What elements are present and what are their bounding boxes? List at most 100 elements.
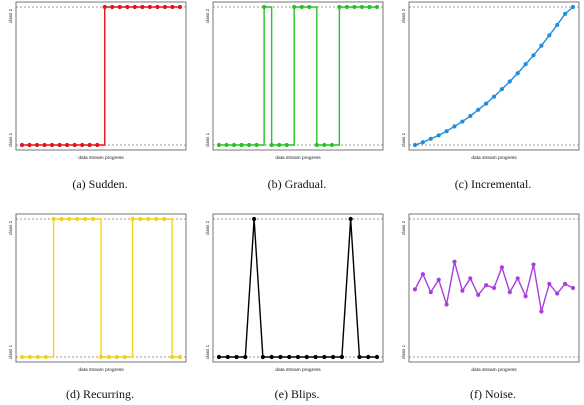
chart-recurring-point-1 xyxy=(27,354,32,360)
chart-noise-point-2 xyxy=(428,290,433,295)
chart-blips-point-9 xyxy=(295,354,301,360)
chart-blips-point-3 xyxy=(243,354,248,360)
caption-sudden: (a) Sudden. xyxy=(72,177,128,191)
chart-blips-point-5 xyxy=(260,354,265,360)
chart-blips-point-17 xyxy=(366,354,371,360)
chart-incremental-point-17 xyxy=(547,33,552,38)
chart-noise-point-6 xyxy=(460,288,465,293)
caption-blips: (e) Blips. xyxy=(274,387,320,401)
chart-sudden-point-13 xyxy=(117,4,122,10)
chart-gradual-point-15 xyxy=(329,142,334,148)
chart-noise-point-18 xyxy=(555,291,560,296)
chart-gradual-point-10 xyxy=(292,4,297,10)
panel-gradual: class 1 class 2 data stream progress (b) G… xyxy=(197,0,397,195)
chart-gradual-point-16 xyxy=(337,4,342,10)
chart-noise-frame xyxy=(408,213,580,363)
chart-incremental-point-1 xyxy=(420,140,425,145)
chart-gradual-point-7 xyxy=(269,142,274,148)
chart-gradual-point-4 xyxy=(246,142,252,148)
caption-gradual: (b) Gradual. xyxy=(267,177,327,191)
chart-incremental-point-5 xyxy=(452,124,457,129)
chart-incremental-frame xyxy=(408,1,580,151)
chart-incremental-xlabel: data stream progress xyxy=(471,155,517,161)
chart-blips-point-0 xyxy=(216,354,222,360)
chart-incremental-point-11 xyxy=(499,87,504,92)
chart-recurring-point-9 xyxy=(91,216,96,222)
chart-recurring-point-10 xyxy=(98,354,104,360)
chart-sudden-point-10 xyxy=(95,142,100,148)
chart-gradual-point-17 xyxy=(344,4,350,10)
chart-incremental-point-9 xyxy=(484,101,489,106)
chart-blips-frame xyxy=(212,213,384,363)
chart-incremental-point-13 xyxy=(515,71,520,76)
chart-noise: class 1 class 2 data stream progress xyxy=(401,213,580,373)
chart-gradual-point-9 xyxy=(284,142,289,148)
chart-gradual-point-14 xyxy=(322,142,327,148)
chart-sudden-point-11 xyxy=(102,4,107,10)
chart-noise-point-8 xyxy=(476,292,481,297)
chart-noise-point-0 xyxy=(412,287,418,292)
chart-gradual-point-13 xyxy=(314,142,319,148)
chart-blips-point-16 xyxy=(357,354,362,360)
caption-incremental: (c) Incremental. xyxy=(454,177,532,191)
chart-gradual-point-5 xyxy=(254,142,259,148)
chart-sudden-point-4 xyxy=(49,142,55,148)
chart-recurring-point-2 xyxy=(35,354,40,360)
chart-incremental-ylabel-class1: class 1 xyxy=(401,132,406,147)
chart-recurring-point-0 xyxy=(19,354,25,360)
chart-recurring-point-12 xyxy=(114,354,119,360)
chart-noise-point-9 xyxy=(484,283,489,288)
chart-sudden-xlabel: data stream progress xyxy=(78,155,124,161)
chart-gradual-point-3 xyxy=(239,142,244,148)
panel-sudden: class 1 class 2 data stream progress (a) S… xyxy=(0,0,200,195)
chart-noise-point-20 xyxy=(570,285,576,291)
chart-gradual-point-2 xyxy=(231,142,237,148)
chart-recurring-point-4 xyxy=(51,216,56,222)
chart-sudden-point-20 xyxy=(170,4,175,10)
chart-gradual-ylabel-class1: class 1 xyxy=(205,132,210,147)
chart-sudden-point-9 xyxy=(87,142,92,148)
chart-noise-point-13 xyxy=(515,276,520,281)
chart-recurring-ylabel-class1: class 1 xyxy=(8,344,13,359)
chart-noise-ylabel-class2: class 2 xyxy=(401,220,406,235)
chart-recurring-point-20 xyxy=(177,354,183,360)
chart-incremental-point-3 xyxy=(436,133,441,138)
chart-recurring-point-11 xyxy=(106,354,111,360)
chart-recurring-point-17 xyxy=(154,216,159,222)
chart-sudden-point-18 xyxy=(155,4,160,10)
chart-noise-point-7 xyxy=(468,276,473,281)
chart-incremental-point-14 xyxy=(523,62,528,67)
chart-blips-point-2 xyxy=(234,354,239,360)
chart-incremental-point-19 xyxy=(563,11,568,16)
chart-noise-point-3 xyxy=(436,277,441,282)
chart-recurring-point-13 xyxy=(122,354,127,360)
chart-recurring-xlabel: data stream progress xyxy=(78,367,124,373)
chart-recurring-point-14 xyxy=(130,216,135,222)
chart-noise-point-10 xyxy=(491,285,497,291)
chart-noise-xlabel: data stream progress xyxy=(471,367,517,373)
chart-blips-point-13 xyxy=(331,354,336,360)
chart-blips-series-line xyxy=(219,218,377,358)
chart-gradual-point-21 xyxy=(374,4,380,10)
chart-sudden-point-21 xyxy=(177,4,183,10)
chart-gradual-point-18 xyxy=(352,4,357,10)
chart-gradual-point-11 xyxy=(299,4,304,10)
chart-gradual-frame xyxy=(212,1,384,151)
chart-sudden-series-line xyxy=(22,6,180,146)
caption-recurring: (d) Recurring. xyxy=(66,387,134,401)
chart-sudden-point-6 xyxy=(65,142,70,148)
chart-incremental: class 1 class 2 data stream progress xyxy=(401,1,580,161)
chart-incremental-point-6 xyxy=(460,119,465,124)
chart-blips-ylabel-class1: class 1 xyxy=(205,344,210,359)
chart-sudden-point-5 xyxy=(57,142,62,148)
chart-blips-point-10 xyxy=(304,354,309,360)
chart-sudden-point-19 xyxy=(162,4,168,10)
chart-recurring-series-line xyxy=(22,218,180,358)
chart-noise-point-15 xyxy=(531,262,536,267)
chart-gradual-xlabel: data stream progress xyxy=(275,155,321,161)
chart-incremental-point-10 xyxy=(491,94,497,99)
chart-recurring-point-19 xyxy=(170,354,175,360)
chart-sudden-point-14 xyxy=(125,4,130,10)
chart-incremental-point-0 xyxy=(412,142,418,148)
chart-incremental-point-7 xyxy=(468,113,473,119)
